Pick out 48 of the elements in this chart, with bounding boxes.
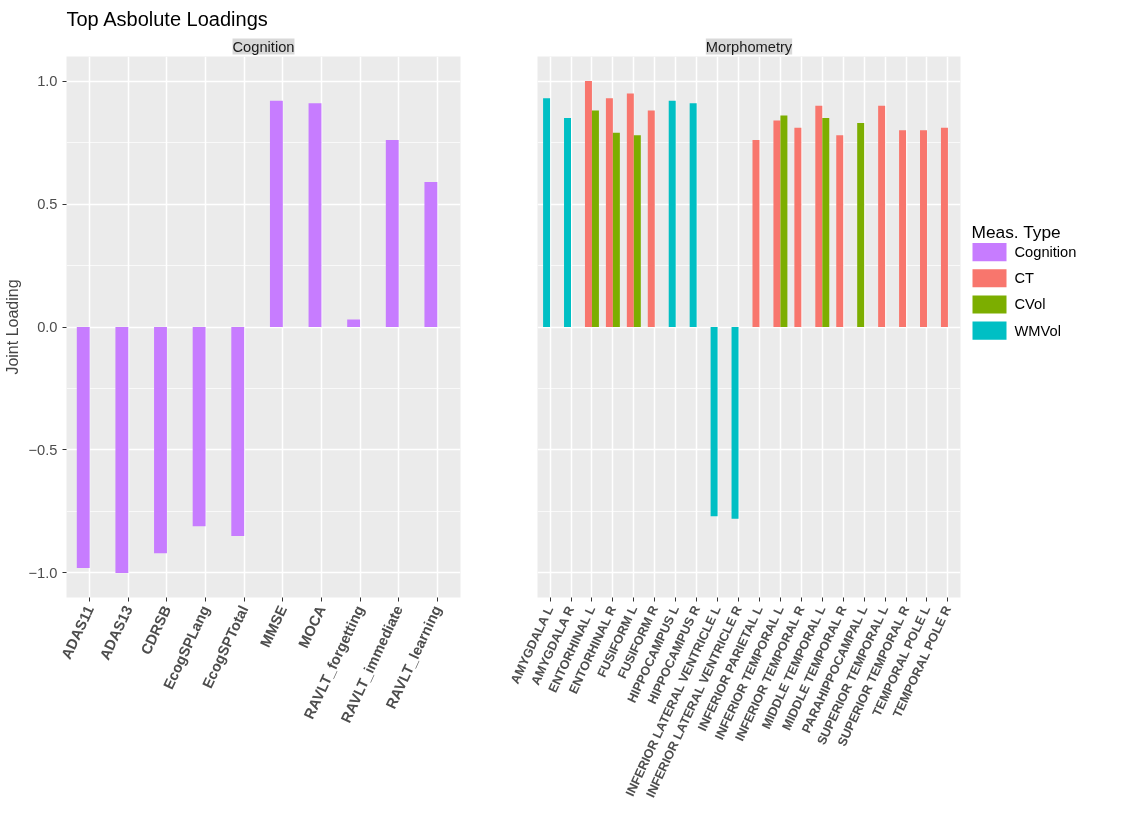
chart-subtitle: Morphometry bbox=[705, 38, 793, 55]
bar bbox=[584, 81, 592, 327]
bar bbox=[605, 98, 613, 327]
bar bbox=[731, 327, 739, 519]
chart-title: Top Asbolute Loadings bbox=[66, 7, 268, 30]
chart-subtitle: Cognition bbox=[232, 38, 295, 55]
y-tick-label: 1.0 bbox=[37, 73, 58, 90]
bar bbox=[794, 127, 802, 327]
bar bbox=[689, 103, 697, 327]
y-tick-label: −1.0 bbox=[28, 564, 58, 581]
legend-label: CT bbox=[1014, 270, 1035, 287]
y-tick-label: 0.0 bbox=[37, 319, 58, 335]
bar bbox=[878, 105, 886, 327]
bar bbox=[920, 130, 927, 327]
legend-label: CVol bbox=[1014, 296, 1046, 313]
bar bbox=[710, 327, 718, 517]
bar bbox=[543, 98, 551, 327]
bar bbox=[899, 130, 907, 327]
bar bbox=[822, 117, 830, 327]
bar bbox=[424, 181, 438, 327]
bar bbox=[591, 110, 599, 327]
bar bbox=[76, 327, 90, 568]
bar bbox=[626, 93, 634, 327]
bar bbox=[940, 127, 948, 327]
legend-title: Meas. Type bbox=[971, 221, 1061, 242]
bar bbox=[192, 327, 206, 527]
y-tick-label: 0.5 bbox=[37, 196, 58, 213]
y-tick-label: −0.5 bbox=[28, 441, 58, 458]
bar bbox=[347, 319, 361, 327]
legend-label: Cognition bbox=[1014, 244, 1077, 261]
bar bbox=[647, 110, 655, 327]
y-axis-title: Joint Loading bbox=[3, 279, 21, 375]
bar bbox=[154, 327, 167, 554]
bar bbox=[668, 100, 676, 327]
bar bbox=[752, 140, 760, 327]
bar bbox=[564, 117, 571, 327]
bar bbox=[612, 132, 620, 327]
bar bbox=[633, 135, 641, 327]
bar bbox=[815, 105, 823, 327]
bar bbox=[780, 115, 788, 327]
bar bbox=[836, 135, 844, 327]
bar bbox=[115, 327, 129, 573]
legend-label: WMVol bbox=[1014, 322, 1061, 339]
bar bbox=[231, 327, 245, 537]
bar bbox=[308, 103, 322, 327]
bar bbox=[269, 100, 283, 327]
bar bbox=[385, 140, 399, 327]
bar bbox=[773, 120, 781, 327]
